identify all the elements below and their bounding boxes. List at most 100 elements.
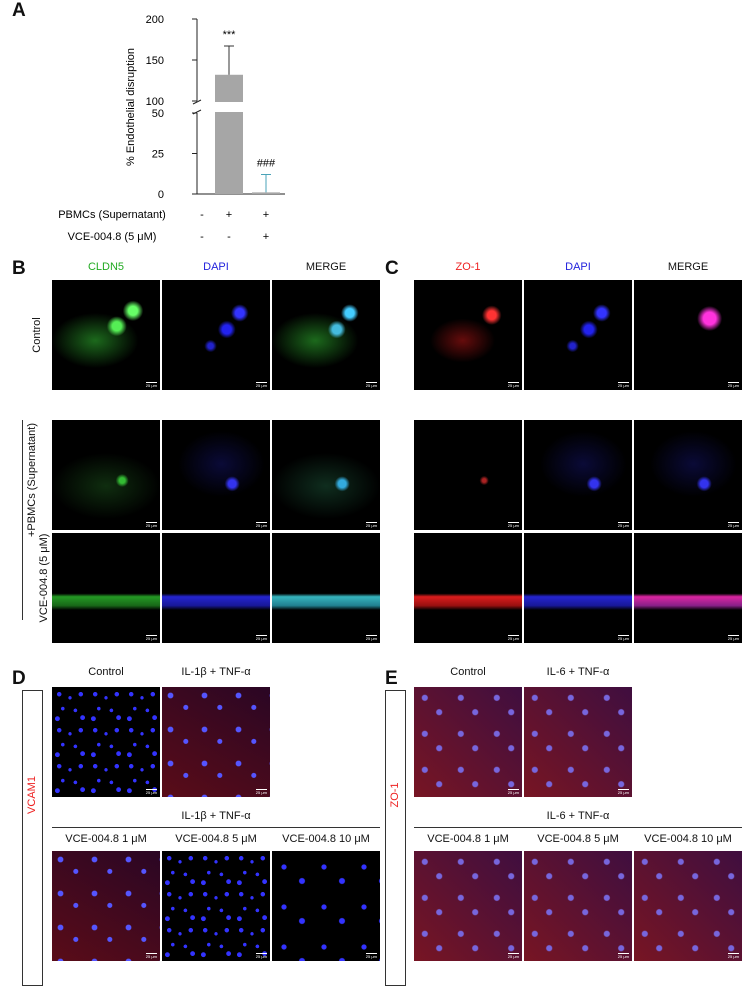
- y-tick-label: 150: [146, 55, 164, 67]
- column-label: Control: [450, 666, 486, 678]
- condition-sign: -: [200, 209, 204, 221]
- micrograph: 25 μm: [162, 280, 270, 390]
- micrograph: 25 μm: [414, 533, 522, 643]
- panel-label: C: [385, 258, 399, 279]
- micrograph: 25 μm: [162, 420, 270, 530]
- row-label: +PBMCs (Supernatant): [26, 422, 38, 538]
- scale-bar: 25 μm: [365, 953, 377, 959]
- scale-bar: 25 μm: [727, 382, 739, 388]
- scale-bar: 25 μm: [365, 382, 377, 388]
- column-label: VCE-004.8 10 μM: [282, 833, 370, 845]
- marker-label: VCAM1: [26, 776, 38, 814]
- micrograph: 25 μm: [52, 851, 160, 961]
- group-label: IL-1β + TNF-α: [181, 810, 251, 822]
- bar: [215, 74, 243, 194]
- micrograph: 25 μm: [52, 280, 160, 390]
- group-line: [52, 827, 380, 828]
- group-line: [414, 827, 742, 828]
- row-label: Control: [31, 317, 43, 353]
- micrograph: 25 μm: [634, 851, 742, 961]
- condition-sign: +: [226, 209, 232, 221]
- error-bar: [261, 174, 271, 193]
- condition-sign: +: [263, 231, 269, 243]
- column-label: VCE-004.8 5 μM: [537, 833, 619, 845]
- condition-label: VCE-004.8 (5 μM): [68, 231, 157, 243]
- column-label: ZO-1: [455, 261, 481, 273]
- y-axis-label: % Endothelial disruption: [125, 48, 137, 166]
- bar: [252, 192, 280, 194]
- panel-label: B: [12, 258, 26, 279]
- group-label: IL-6 + TNF-α: [546, 810, 610, 822]
- scale-bar: 25 μm: [507, 522, 519, 528]
- break-mark: [192, 99, 202, 105]
- scale-bar: 25 μm: [727, 635, 739, 641]
- marker-box: [385, 690, 406, 986]
- column-label: VCE-004.8 5 μM: [175, 833, 257, 845]
- scale-bar: 25 μm: [145, 789, 157, 795]
- micrograph: 25 μm: [634, 280, 742, 390]
- scale-bar: 25 μm: [617, 635, 629, 641]
- condition-sign: +: [263, 209, 269, 221]
- scale-bar: 25 μm: [507, 635, 519, 641]
- scale-bar: 25 μm: [727, 953, 739, 959]
- scale-bar: 25 μm: [617, 953, 629, 959]
- scale-bar: 25 μm: [617, 382, 629, 388]
- micrograph: 25 μm: [414, 420, 522, 530]
- column-label: VCE-004.8 1 μM: [65, 833, 147, 845]
- scale-bar: 25 μm: [507, 789, 519, 795]
- condition-label: PBMCs (Supernatant): [58, 209, 166, 221]
- scale-bar: 25 μm: [255, 789, 267, 795]
- micrograph: 25 μm: [52, 420, 160, 530]
- micrograph: 25 μm: [414, 280, 522, 390]
- column-label: MERGE: [305, 261, 347, 273]
- panel-label: A: [12, 0, 26, 21]
- scale-bar: 25 μm: [255, 953, 267, 959]
- micrograph: 25 μm: [414, 687, 522, 797]
- scale-bar: 25 μm: [145, 953, 157, 959]
- micrograph: 25 μm: [634, 533, 742, 643]
- column-label: MERGE: [667, 261, 709, 273]
- micrograph: 25 μm: [272, 280, 380, 390]
- scale-bar: 25 μm: [365, 522, 377, 528]
- micrograph: 25 μm: [52, 533, 160, 643]
- micrograph: 25 μm: [524, 851, 632, 961]
- micrograph: 25 μm: [524, 280, 632, 390]
- micrograph: 25 μm: [162, 851, 270, 961]
- scale-bar: 25 μm: [617, 789, 629, 795]
- scale-bar: 25 μm: [255, 382, 267, 388]
- axis-break: [189, 102, 289, 112]
- scale-bar: 25 μm: [617, 522, 629, 528]
- scale-bar: 25 μm: [507, 382, 519, 388]
- scale-bar: 25 μm: [255, 522, 267, 528]
- micrograph: 25 μm: [162, 687, 270, 797]
- micrograph: 25 μm: [272, 851, 380, 961]
- panel-label: D: [12, 668, 26, 689]
- micrograph: 25 μm: [634, 420, 742, 530]
- column-label: IL-1β + TNF-α: [181, 666, 251, 678]
- annotation: ###: [257, 158, 276, 170]
- column-label: CLDN5: [87, 261, 125, 273]
- marker-label: ZO-1: [389, 782, 401, 808]
- y-tick-label: 200: [146, 14, 164, 26]
- marker-box: [22, 690, 43, 986]
- panel-label: E: [385, 668, 398, 689]
- micrograph: 25 μm: [272, 533, 380, 643]
- scale-bar: 25 μm: [145, 635, 157, 641]
- condition-sign: -: [227, 231, 231, 243]
- row-label: VCE-004.8 (5 μM): [38, 533, 50, 623]
- y-tick-label: 25: [152, 149, 164, 161]
- column-label: VCE-004.8 10 μM: [644, 833, 732, 845]
- micrograph: 25 μm: [524, 533, 632, 643]
- column-label: DAPI: [203, 261, 229, 273]
- error-bar: [224, 45, 234, 75]
- scale-bar: 25 μm: [255, 635, 267, 641]
- micrograph: 25 μm: [272, 420, 380, 530]
- column-label: VCE-004.8 1 μM: [427, 833, 509, 845]
- scale-bar: 25 μm: [365, 635, 377, 641]
- micrograph: 25 μm: [524, 420, 632, 530]
- condition-sign: -: [200, 231, 204, 243]
- annotation: ***: [223, 29, 237, 41]
- bracket: [22, 420, 23, 620]
- micrograph: 25 μm: [162, 533, 270, 643]
